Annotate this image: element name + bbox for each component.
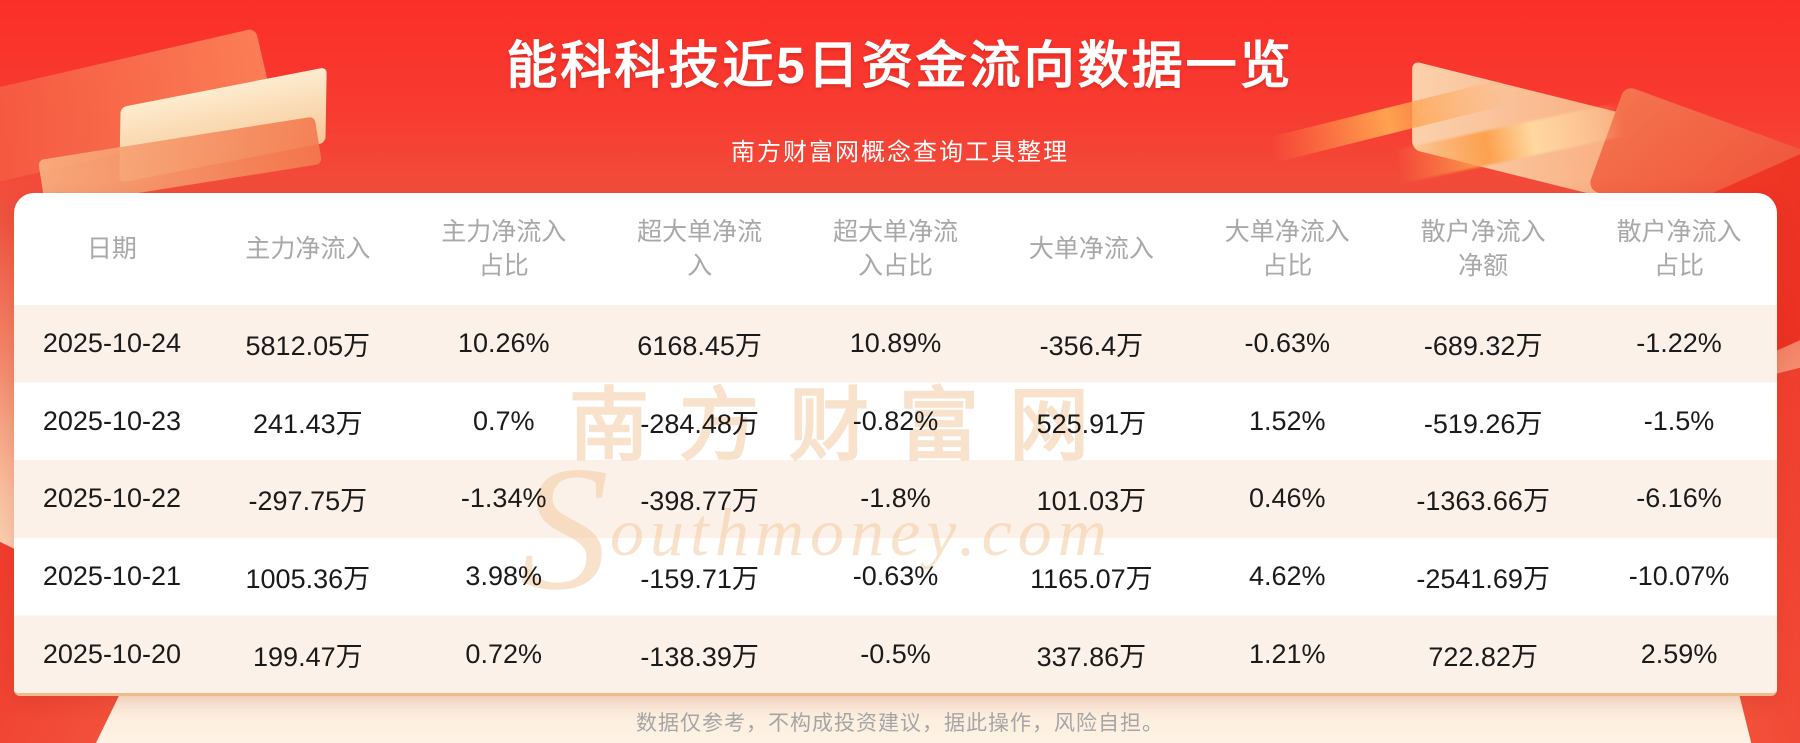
table-cell: -0.82% bbox=[852, 405, 939, 436]
table-cell: 10.89% bbox=[849, 328, 942, 359]
table-cell: -1.5% bbox=[1643, 405, 1715, 436]
table-cell: -284.48万 bbox=[640, 408, 759, 439]
table-cell: -159.71万 bbox=[640, 564, 759, 595]
table-cell: 0.46% bbox=[1248, 483, 1326, 514]
column-header: 大单净流入 bbox=[1028, 235, 1154, 263]
table-cell: 2025-10-21 bbox=[42, 561, 181, 592]
table-cell: -2541.69万 bbox=[1416, 564, 1550, 595]
table-cell: 525.91万 bbox=[1036, 408, 1147, 439]
data-table-card: 南方财富网 S outhmoney.com 日期 主力净流入 主力净流入占比 超大单净… bbox=[14, 193, 1777, 696]
table-cell: 5812.05万 bbox=[245, 331, 371, 362]
column-header: 大单净流入占比 bbox=[1224, 218, 1350, 280]
fund-flow-table: 日期 主力净流入 主力净流入占比 超大单净流入 超大单净流入占比 大单净流入 大单净流入占比… bbox=[14, 193, 1777, 693]
column-header: 超大单净流入占比 bbox=[832, 218, 958, 280]
table-cell: -1363.66万 bbox=[1416, 486, 1550, 517]
column-header: 散户净流入占比 bbox=[1616, 218, 1742, 280]
table-cell: 241.43万 bbox=[253, 408, 363, 439]
page-subtitle: 南方财富网概念查询工具整理 bbox=[731, 139, 1069, 166]
column-header: 日期 bbox=[86, 235, 137, 263]
table-cell: -6.16% bbox=[1636, 483, 1722, 514]
table-cell: -138.39万 bbox=[640, 641, 759, 672]
page-header: 能科科技近5日资金流向数据一览 南方财富网概念查询工具整理 bbox=[0, 0, 1800, 167]
table-cell: -398.77万 bbox=[640, 486, 759, 517]
page-title: 能科科技近5日资金流向数据一览 bbox=[506, 37, 1294, 94]
table-cell: -297.75万 bbox=[248, 486, 368, 517]
table-cell: 2025-10-22 bbox=[42, 483, 181, 514]
disclaimer: 数据仅参考，不构成投资建议，据此操作，风险自担。 bbox=[636, 712, 1164, 735]
table-cell: -519.26万 bbox=[1423, 408, 1543, 439]
table-cell: 0.72% bbox=[465, 638, 542, 669]
column-header: 散户净流入净额 bbox=[1420, 218, 1546, 280]
table-cell: 2025-10-24 bbox=[42, 328, 181, 359]
table-cell: 1165.07万 bbox=[1030, 564, 1153, 595]
table-cell: 101.03万 bbox=[1036, 486, 1147, 517]
table-cell: -0.63% bbox=[1244, 328, 1331, 359]
table-cell: -1.22% bbox=[1636, 328, 1722, 359]
table-cell: 1.21% bbox=[1248, 638, 1326, 669]
table-cell: 4.62% bbox=[1248, 561, 1326, 592]
table-cell: 0.7% bbox=[472, 405, 535, 436]
column-header: 主力净流入占比 bbox=[441, 218, 567, 280]
table-cell: 6168.45万 bbox=[637, 331, 762, 362]
table-cell: -1.8% bbox=[860, 483, 931, 514]
table-cell: 1.52% bbox=[1248, 405, 1326, 436]
table-cell: 337.86万 bbox=[1036, 641, 1147, 672]
table-cell: -356.4万 bbox=[1039, 331, 1144, 362]
table-cell: -689.32万 bbox=[1423, 331, 1543, 362]
table-cell: 199.47万 bbox=[253, 641, 363, 672]
table-cell: 1005.36万 bbox=[245, 564, 371, 595]
column-header: 主力净流入 bbox=[245, 235, 371, 263]
table-cell: 2.59% bbox=[1640, 638, 1718, 669]
table-cell: 3.98% bbox=[465, 561, 542, 592]
table-cell: 2025-10-20 bbox=[42, 638, 181, 669]
table-cell: -1.34% bbox=[460, 483, 547, 514]
table-cell: 722.82万 bbox=[1428, 641, 1538, 672]
table-cell: 2025-10-23 bbox=[42, 405, 181, 436]
table-cell: -0.5% bbox=[860, 638, 931, 669]
table-cell: -10.07% bbox=[1628, 561, 1730, 592]
table-cell: -0.63% bbox=[852, 561, 939, 592]
table-cell: 10.26% bbox=[457, 328, 550, 359]
column-header: 超大单净流入 bbox=[637, 218, 763, 280]
row-stripes bbox=[14, 305, 1777, 693]
